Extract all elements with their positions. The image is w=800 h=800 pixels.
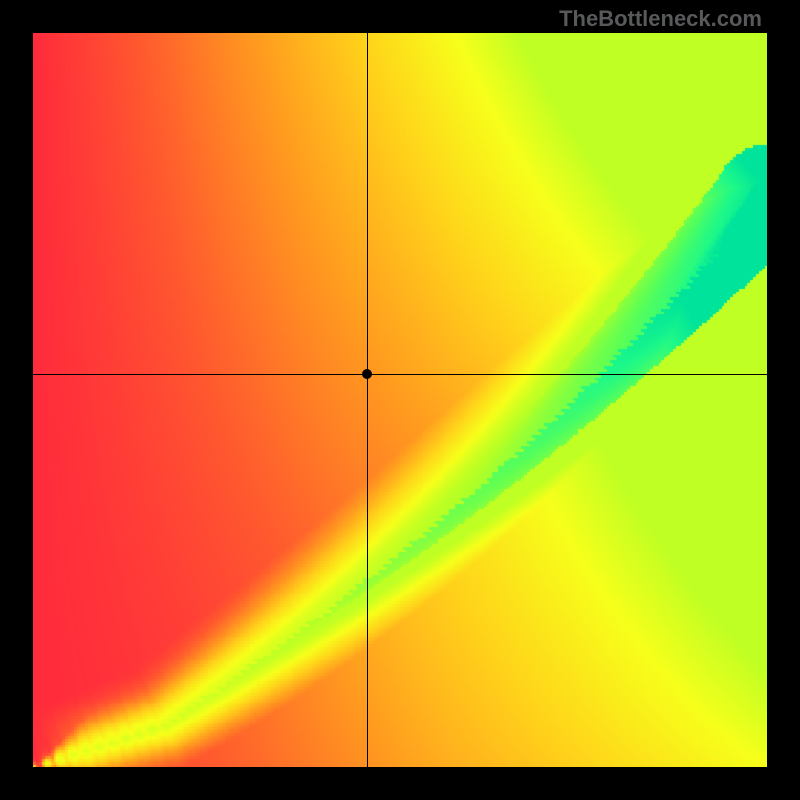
watermark-text: TheBottleneck.com <box>559 6 762 32</box>
heatmap-canvas <box>33 33 767 767</box>
plot-area <box>33 33 767 767</box>
chart-container: TheBottleneck.com <box>0 0 800 800</box>
crosshair-vertical <box>367 33 368 767</box>
selection-marker <box>362 369 372 379</box>
crosshair-horizontal <box>33 374 767 375</box>
